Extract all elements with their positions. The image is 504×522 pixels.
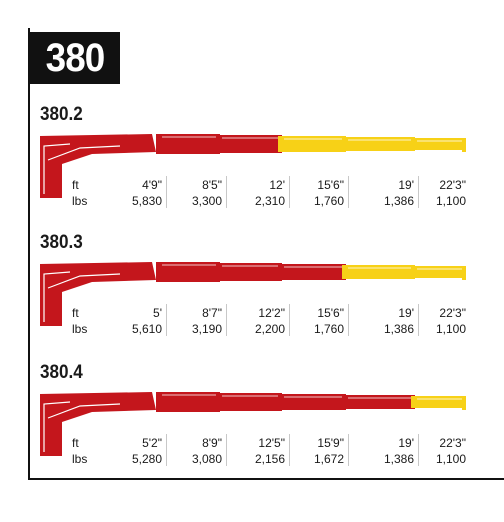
column-divider <box>166 304 167 336</box>
boom-section <box>411 266 466 278</box>
capacity-value: 2,310 <box>254 194 285 208</box>
capacity-value: 5,830 <box>131 194 162 208</box>
capacity-value: 3,190 <box>191 322 222 336</box>
boom-section <box>216 263 282 281</box>
reach-value: 8'9" <box>202 436 222 450</box>
reach-value: 5' <box>153 306 162 320</box>
boom-380.4 <box>40 392 466 456</box>
column-divider <box>226 176 227 208</box>
unit-lbs-label: lbs <box>72 452 88 466</box>
unit-lbs-label: lbs <box>72 194 88 208</box>
reach-value: 15'9" <box>317 436 344 450</box>
column-divider <box>226 304 227 336</box>
boom-tip <box>462 396 466 410</box>
capacity-value: 3,080 <box>191 452 222 466</box>
boom-section <box>156 134 220 154</box>
capacity-value: 5,610 <box>131 322 162 336</box>
capacity-value: 1,760 <box>313 322 344 336</box>
column-divider <box>418 176 419 208</box>
boom-base-lines <box>43 401 121 452</box>
column-divider <box>418 434 419 466</box>
column-divider <box>166 176 167 208</box>
boom-section <box>156 262 220 282</box>
capacity-value: 2,156 <box>254 452 285 466</box>
title-badge: 380 <box>30 32 120 84</box>
title-text: 380 <box>45 36 106 80</box>
boom-section <box>342 395 415 409</box>
boom-tip <box>462 266 466 280</box>
boom-section <box>278 394 346 410</box>
reach-value: 22'3" <box>439 178 466 192</box>
boom-base-lines <box>43 143 121 194</box>
column-divider <box>226 434 227 466</box>
column-divider <box>289 176 290 208</box>
column-divider <box>418 304 419 336</box>
column-divider <box>289 304 290 336</box>
model-title: 380.2 <box>40 104 83 125</box>
boom-section <box>411 396 466 408</box>
reach-value: 8'7" <box>202 306 222 320</box>
chart-frame <box>28 28 504 480</box>
boom-tip <box>462 138 466 152</box>
reach-value: 4'9" <box>142 178 162 192</box>
capacity-value: 1,100 <box>435 322 466 336</box>
boom-380.2 <box>40 134 466 198</box>
boom-section <box>278 264 346 280</box>
unit-ft-label: ft <box>72 436 79 450</box>
capacity-value: 1,386 <box>383 194 414 208</box>
reach-value: 5'2" <box>142 436 162 450</box>
boom-section <box>278 136 346 152</box>
reach-value: 22'3" <box>439 306 466 320</box>
capacity-value: 1,386 <box>383 322 414 336</box>
boom-section <box>216 135 282 153</box>
boom-base <box>40 262 156 326</box>
reach-value: 19' <box>398 178 414 192</box>
boom-section <box>342 265 415 279</box>
reach-value: 15'6" <box>317 306 344 320</box>
boom-section <box>411 138 466 150</box>
column-divider <box>348 304 349 336</box>
capacity-value: 1,672 <box>313 452 344 466</box>
column-divider <box>348 434 349 466</box>
capacity-value: 2,200 <box>254 322 285 336</box>
reach-value: 15'6" <box>317 178 344 192</box>
column-divider <box>166 434 167 466</box>
capacity-value: 5,280 <box>131 452 162 466</box>
column-divider <box>289 434 290 466</box>
boom-380.3 <box>40 262 466 326</box>
unit-ft-label: ft <box>72 178 79 192</box>
capacity-value: 1,100 <box>435 452 466 466</box>
capacity-value: 1,100 <box>435 194 466 208</box>
reach-value: 12'5" <box>258 436 285 450</box>
capacity-value: 1,386 <box>383 452 414 466</box>
reach-value: 22'3" <box>439 436 466 450</box>
capacity-value: 1,760 <box>313 194 344 208</box>
reach-value: 19' <box>398 306 414 320</box>
reach-value: 8'5" <box>202 178 222 192</box>
boom-base <box>40 392 156 456</box>
reach-value: 12' <box>269 178 285 192</box>
unit-ft-label: ft <box>72 306 79 320</box>
model-title: 380.4 <box>40 362 83 383</box>
boom-base <box>40 134 156 198</box>
boom-section <box>342 137 415 151</box>
boom-base-lines <box>43 271 121 322</box>
unit-lbs-label: lbs <box>72 322 88 336</box>
capacity-value: 3,300 <box>191 194 222 208</box>
column-divider <box>348 176 349 208</box>
boom-section <box>156 392 220 412</box>
model-title: 380.3 <box>40 232 83 253</box>
boom-section <box>216 393 282 411</box>
reach-value: 12'2" <box>258 306 285 320</box>
reach-value: 19' <box>398 436 414 450</box>
